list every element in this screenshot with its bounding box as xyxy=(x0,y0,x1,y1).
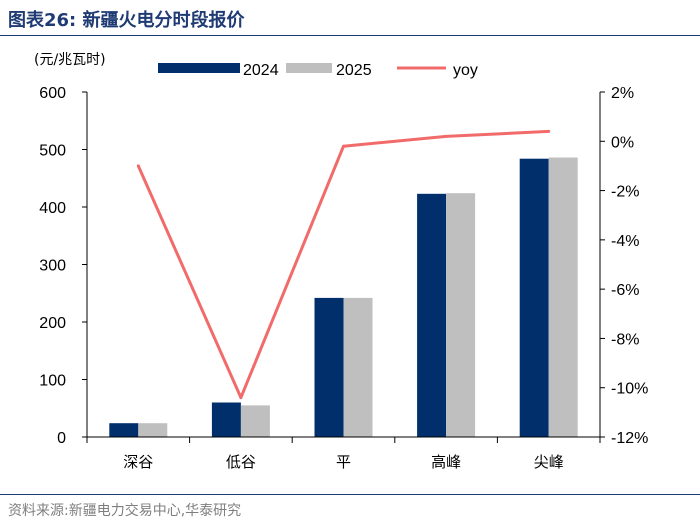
bar-2024-3 xyxy=(314,297,344,437)
bar-2024-2 xyxy=(211,402,241,437)
y-tick-label-right: -8% xyxy=(611,331,639,348)
title-bar: 图表26: 新疆火电分时段报价 xyxy=(0,0,700,36)
y-axis-unit-label: (元/兆瓦时) xyxy=(34,52,106,68)
legend-swatch-2024 xyxy=(158,63,240,73)
y-tick-label-left: 600 xyxy=(39,85,66,102)
legend-label-2024: 2024 xyxy=(243,62,279,79)
y-tick-label-left: 0 xyxy=(57,430,66,447)
figure-title: 图表26: 新疆火电分时段报价 xyxy=(8,10,245,31)
yoy-point-2 xyxy=(239,396,243,400)
yoy-point-3 xyxy=(342,144,345,148)
x-tick-label: 尖峰 xyxy=(534,453,564,471)
yoy-point-1 xyxy=(136,164,140,168)
legend-swatch-2025 xyxy=(286,63,332,73)
title-rule xyxy=(0,35,700,36)
y-tick-label-left: 500 xyxy=(39,143,66,160)
source-note: 资料来源:新疆电力交易中心,华泰研究 xyxy=(8,503,242,519)
x-tick-label: 低谷 xyxy=(226,453,256,471)
y-tick-label-right: -10% xyxy=(611,381,648,398)
legend-label-2025: 2025 xyxy=(336,62,372,79)
bar-2024-5 xyxy=(519,158,549,437)
y-tick-label-left: 400 xyxy=(39,200,66,217)
plot-area: 0 100 200 300 400 500 600 -12% -10% -8% -6% -4% -2% 0… xyxy=(39,85,648,471)
x-tick-label: 平 xyxy=(336,453,351,471)
bar-2025-3 xyxy=(343,297,373,437)
y-tick-label-right: -12% xyxy=(611,430,648,447)
bar-2025-5 xyxy=(548,157,578,437)
footer-rule xyxy=(0,494,700,495)
legend: 2024 2025 yoy xyxy=(158,62,478,79)
yoy-point-5 xyxy=(547,129,551,133)
y-tick-label-left: 200 xyxy=(39,315,66,332)
bar-2024-4 xyxy=(417,193,447,437)
x-tick-label: 深谷 xyxy=(123,453,153,471)
y-tick-label-left: 300 xyxy=(39,258,66,275)
y-tick-label-right: 2% xyxy=(611,85,634,102)
bar-2025-1 xyxy=(138,423,168,437)
yoy-point-4 xyxy=(444,134,448,138)
x-tick-label: 高峰 xyxy=(431,453,461,471)
legend-label-yoy: yoy xyxy=(453,62,478,79)
chart: (元/兆瓦时) 2024 2025 yoy 0 100 200 300 400 500 60… xyxy=(34,52,648,471)
y-tick-label-right: -2% xyxy=(611,184,639,201)
y-tick-label-right: -4% xyxy=(611,233,639,250)
bar-2024-1 xyxy=(109,423,139,437)
y-tick-label-right: 0% xyxy=(611,134,634,151)
bar-2025-2 xyxy=(240,405,270,437)
bar-2025-4 xyxy=(446,193,476,437)
y-tick-label-left: 100 xyxy=(39,373,66,390)
y-tick-label-right: -6% xyxy=(611,282,639,299)
